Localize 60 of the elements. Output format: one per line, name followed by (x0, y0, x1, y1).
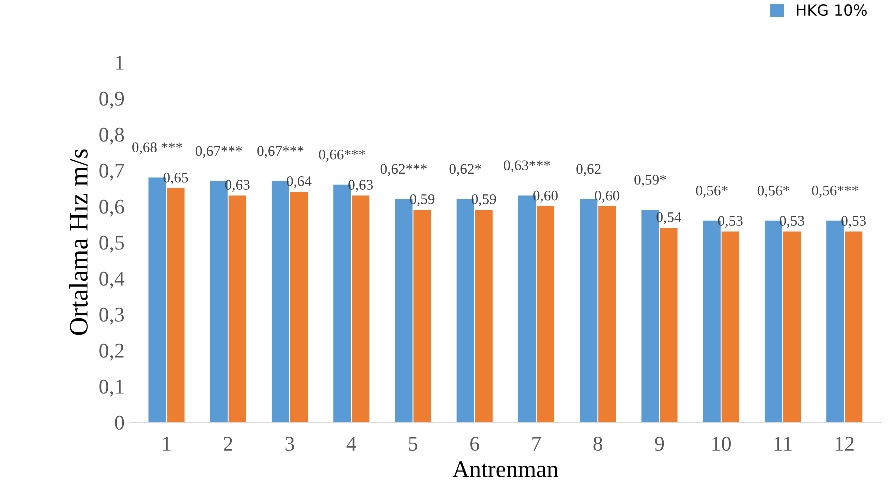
x-tick-label: 11 (774, 437, 792, 451)
data-label: 0,59* (634, 175, 666, 188)
data-label: 0,65 (164, 172, 188, 185)
x-tick-label: 7 (532, 437, 542, 451)
data-label: 0,62* (450, 164, 482, 176)
x-tick-label: 6 (470, 437, 480, 452)
data-label: 0,56* (696, 186, 728, 198)
data-label: 0,67*** (258, 146, 304, 158)
data-label: 0,60 (534, 190, 558, 203)
y-tick-label: 1 (116, 56, 124, 70)
bar (660, 228, 678, 422)
bar (783, 232, 802, 422)
y-tick-label: 0 (115, 416, 124, 430)
data-label: 0,64 (287, 176, 312, 188)
y-tick-label: 0,8 (100, 128, 124, 145)
x-tick-label: 9 (655, 437, 664, 452)
y-tick-label: 0,5 (100, 236, 124, 253)
bar (598, 206, 616, 422)
y-tick-label: 0,3 (100, 308, 124, 325)
data-label: 0,56* (758, 186, 790, 198)
data-label: 0,67*** (196, 146, 242, 158)
bar (352, 196, 370, 422)
y-axis-title: Ortalama Hız m/s (69, 150, 88, 336)
y-tick-label: 0,2 (100, 344, 124, 361)
bar (167, 188, 185, 422)
x-tick-label: 2 (224, 437, 232, 451)
y-tick-label: 0,6 (100, 200, 124, 217)
y-tick-label: 0,7 (100, 164, 124, 181)
bar (845, 232, 863, 422)
x-tick-label: 1 (163, 437, 171, 451)
data-label: 0,53 (842, 216, 866, 228)
data-label: 0,53 (718, 216, 743, 228)
data-label: 0,63*** (504, 160, 550, 173)
x-tick-label: 5 (409, 437, 418, 452)
data-label: 0,60 (595, 190, 620, 203)
data-label: 0,59 (410, 194, 435, 206)
legend-label: HKG 10% (797, 4, 867, 16)
data-label: 0,56*** (812, 186, 858, 198)
data-label: 0,62 (576, 164, 601, 176)
bar (475, 210, 493, 422)
data-label: 0,62*** (380, 164, 427, 176)
x-tick-label: 8 (594, 436, 603, 452)
y-tick-label: 0,9 (100, 92, 124, 109)
bar (228, 196, 246, 422)
data-label: 0,53 (780, 216, 804, 228)
data-label: 0,63 (348, 180, 374, 192)
x-axis-title: Antrenman (452, 462, 558, 478)
y-tick-label: 0,4 (100, 272, 125, 289)
bar (290, 192, 308, 422)
bar (722, 232, 740, 422)
data-label: 0,66*** (319, 150, 366, 162)
bar (536, 206, 555, 422)
bar (414, 210, 432, 422)
x-tick-label: 12 (836, 437, 854, 451)
data-label: 0,68 *** (132, 142, 182, 155)
x-tick-label: 3 (286, 437, 294, 452)
y-tick-label: 0,1 (100, 380, 124, 397)
x-tick-label: 4 (346, 437, 356, 451)
x-tick-label: 10 (712, 436, 731, 452)
data-label: 0,59 (472, 194, 496, 206)
